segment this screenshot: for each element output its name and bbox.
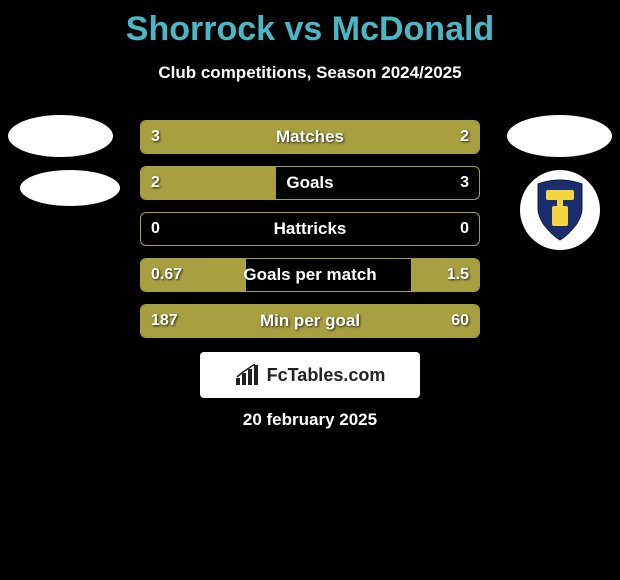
left-team-badge-2 <box>20 170 120 206</box>
page-title: Shorrock vs McDonald <box>0 0 620 49</box>
brand-text: FcTables.com <box>267 365 386 386</box>
stat-left-value: 0 <box>151 213 160 245</box>
left-team-badge-1 <box>8 115 113 157</box>
stat-label: Hattricks <box>141 213 479 245</box>
stat-right-value: 0 <box>460 213 469 245</box>
brand-box: FcTables.com <box>200 352 420 398</box>
bar-fill-right <box>398 305 479 337</box>
bar-fill-left <box>141 167 276 199</box>
stat-row-min-per-goal: 187 Min per goal 60 <box>140 304 480 338</box>
stat-row-goals: 2 Goals 3 <box>140 166 480 200</box>
ellipse-icon <box>8 115 113 157</box>
ellipse-icon <box>20 170 120 206</box>
stat-row-goals-per-match: 0.67 Goals per match 1.5 <box>140 258 480 292</box>
bar-fill-left <box>141 305 398 337</box>
right-team-badge-1 <box>507 115 612 157</box>
bars-icon <box>235 364 261 386</box>
subtitle: Club competitions, Season 2024/2025 <box>0 63 620 83</box>
bar-fill-left <box>141 121 344 153</box>
date-text: 20 february 2025 <box>0 410 620 430</box>
bar-fill-right <box>411 259 479 291</box>
right-team-badge-2 <box>520 170 600 250</box>
comparison-bars: 3 Matches 2 2 Goals 3 0 Hattricks 0 0.67… <box>140 120 480 350</box>
bar-fill-right <box>344 121 479 153</box>
crest-icon <box>520 170 600 250</box>
stat-row-hattricks: 0 Hattricks 0 <box>140 212 480 246</box>
bar-fill-left <box>141 259 246 291</box>
stat-row-matches: 3 Matches 2 <box>140 120 480 154</box>
stat-right-value: 3 <box>460 167 469 199</box>
ellipse-icon <box>507 115 612 157</box>
